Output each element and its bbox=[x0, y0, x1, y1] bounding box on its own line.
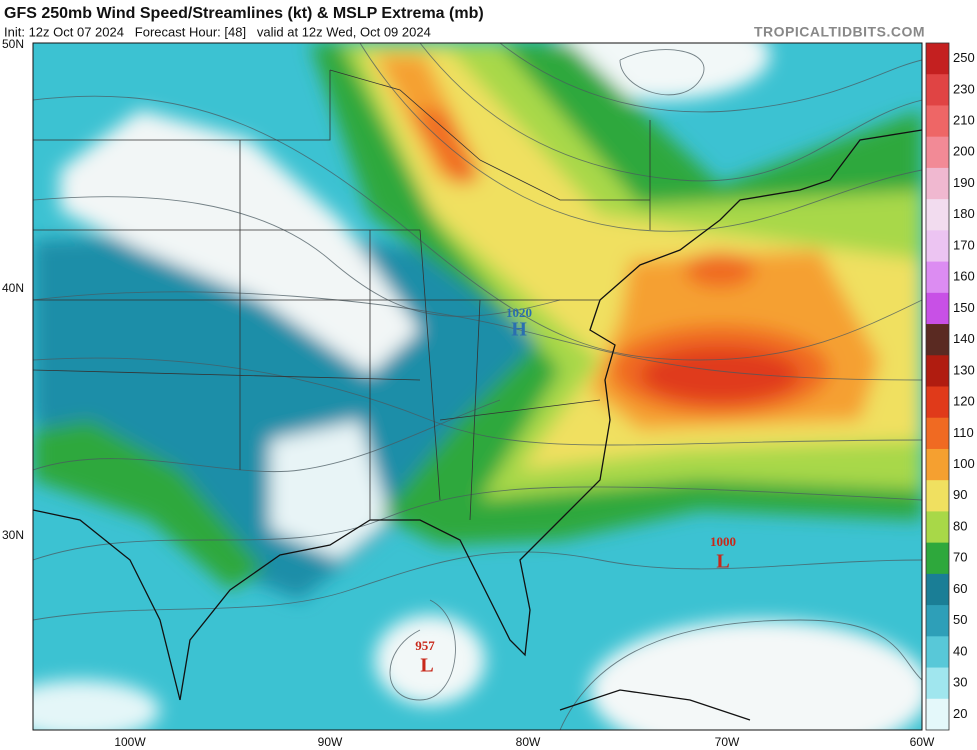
colorbar-label: 200 bbox=[953, 144, 975, 159]
pressure-symbol: L bbox=[420, 655, 433, 677]
colorbar-swatch bbox=[926, 105, 949, 138]
colorbar-swatch bbox=[926, 230, 949, 263]
site-credit: TROPICALTIDBITS.COM bbox=[754, 24, 925, 40]
colorbar-swatch bbox=[926, 605, 949, 637]
colorbar-swatch bbox=[926, 292, 949, 325]
colorbar-swatch bbox=[926, 698, 949, 731]
colorbar-label: 180 bbox=[953, 206, 975, 221]
colorbar-swatch bbox=[926, 480, 949, 512]
title: GFS 250mb Wind Speed/Streamlines (kt) & … bbox=[4, 5, 484, 22]
colorbar: 250 230 210 200 190 180 170 160 150 140 130 120 110 1… bbox=[925, 42, 975, 731]
pressure-value: 1020 bbox=[506, 305, 532, 320]
pressure-symbol: L bbox=[716, 551, 729, 573]
colorbar-swatch bbox=[926, 636, 949, 669]
colorbar-swatch bbox=[926, 386, 949, 419]
colorbar-swatch bbox=[926, 136, 949, 169]
colorbar-label: 30 bbox=[953, 675, 967, 690]
colorbar-label: 150 bbox=[953, 300, 975, 315]
colorbar-label: 140 bbox=[953, 331, 975, 346]
colorbar-label: 230 bbox=[953, 81, 975, 96]
map-frame bbox=[32, 42, 923, 731]
colorbar-swatch bbox=[926, 448, 949, 481]
colorbar-swatch bbox=[926, 74, 949, 106]
colorbar-frame bbox=[925, 42, 950, 731]
lon-label: 100W bbox=[114, 735, 146, 749]
subtitle: Init: 12z Oct 07 2024 Forecast Hour: [48… bbox=[4, 24, 431, 39]
lon-label: 60W bbox=[910, 735, 935, 749]
map bbox=[33, 43, 922, 730]
colorbar-swatch bbox=[926, 261, 949, 294]
colorbar-label: 170 bbox=[953, 237, 975, 252]
colorbar-label: 70 bbox=[953, 550, 967, 565]
colorbar-label: 100 bbox=[953, 456, 975, 471]
pressure-value: 957 bbox=[415, 638, 435, 653]
lon-label: 90W bbox=[318, 735, 343, 749]
colorbar-swatch bbox=[926, 417, 949, 450]
colorbar-label: 190 bbox=[953, 175, 975, 190]
colorbar-swatch bbox=[926, 573, 949, 606]
colorbar-label: 90 bbox=[953, 487, 967, 502]
pressure-value: 1000 bbox=[710, 534, 736, 549]
colorbar-label: 120 bbox=[953, 394, 975, 409]
colorbar-label: 110 bbox=[953, 425, 974, 440]
colorbar-label: 40 bbox=[953, 643, 967, 658]
pressure-symbol: H bbox=[511, 319, 527, 341]
colorbar-label: 60 bbox=[953, 581, 967, 596]
colorbar-label: 20 bbox=[953, 706, 967, 721]
lat-label: 30N bbox=[2, 528, 24, 542]
colorbar-swatch bbox=[926, 167, 949, 200]
colorbar-swatch bbox=[926, 43, 949, 75]
colorbar-label: 130 bbox=[953, 362, 975, 377]
colorbar-swatch bbox=[926, 355, 949, 387]
lon-label: 80W bbox=[516, 735, 541, 749]
lat-label: 40N bbox=[2, 281, 24, 295]
lon-label: 70W bbox=[715, 735, 740, 749]
lat-label: 50N bbox=[2, 37, 24, 51]
colorbar-label: 160 bbox=[953, 269, 975, 284]
colorbar-label: 250 bbox=[953, 50, 975, 65]
colorbar-swatch bbox=[926, 667, 949, 700]
colorbar-label: 50 bbox=[953, 612, 967, 627]
colorbar-swatch bbox=[926, 511, 949, 544]
colorbar-swatch bbox=[926, 199, 949, 231]
colorbar-swatch bbox=[926, 542, 949, 575]
colorbar-label: 80 bbox=[953, 518, 967, 533]
colorbar-label: 210 bbox=[953, 113, 975, 128]
colorbar-swatch bbox=[926, 324, 949, 356]
